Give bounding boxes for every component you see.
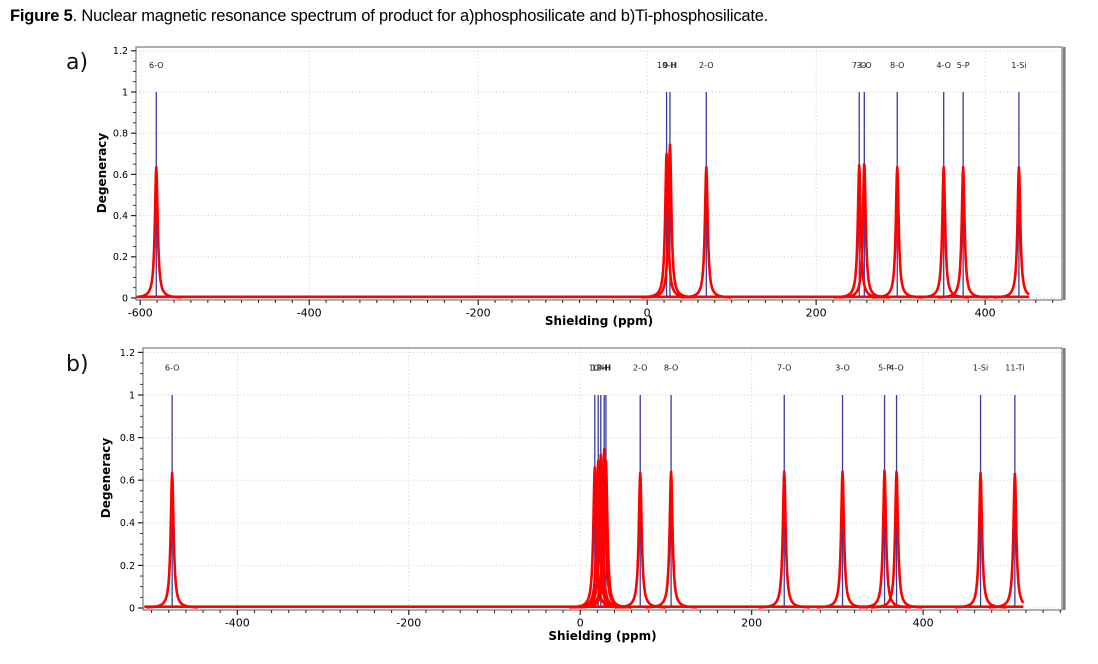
y-tick-label: 0.2 (113, 252, 128, 263)
x-tick-label: 400 (913, 617, 934, 630)
peak-label: 2-O (633, 363, 648, 372)
x-tick-label: 0 (577, 617, 584, 630)
y-tick-label: 0.4 (120, 518, 135, 529)
peak-label: 8-O (890, 61, 905, 70)
figure-caption: Figure 5. Nuclear magnetic resonance spe… (10, 7, 768, 26)
peak-curve (988, 472, 1025, 609)
x-tick-label: -200 (466, 307, 491, 320)
peak-label: 9-H (597, 363, 611, 372)
y-tick-label: 0.8 (113, 129, 128, 140)
x-tick-label: -600 (128, 307, 153, 320)
figure-caption-text: . Nuclear magnetic resonance spectrum of… (72, 7, 769, 25)
x-tick-label: -200 (396, 617, 421, 630)
peak-curve (757, 470, 811, 609)
peak-label: 5-P (957, 61, 970, 70)
peak-label: 8-O (664, 363, 679, 372)
panel-b-letter: b) (66, 352, 89, 377)
plot-frame (142, 347, 1063, 611)
peak-curve (135, 165, 183, 299)
peak-label: 4-O (936, 61, 951, 70)
peak-label: 3-O (835, 363, 850, 372)
yaxis-title-a: Degeneracy (95, 132, 109, 214)
peak-label: 9-H (663, 61, 677, 70)
y-tick-label: 0 (129, 603, 135, 614)
y-tick-label: 0.2 (120, 561, 135, 572)
xaxis-title-a: Shielding (ppm) (544, 314, 654, 328)
x-tick-label: 0 (644, 307, 651, 320)
peak-label: 7-O (852, 61, 867, 70)
figure-caption-label: Figure 5 (10, 7, 73, 25)
y-tick-label: 1.2 (113, 46, 128, 57)
x-tick-label: -400 (225, 617, 250, 630)
y-tick-label: 0.4 (113, 211, 128, 222)
spectrum-plot-a: -600 -400 -200 0 200 400 0 0.2 0.4 0.6 0.8 1 1.2 6-O 1… (113, 46, 1066, 320)
y-tick-label: 0.8 (120, 433, 135, 444)
yaxis-title-b: Degeneracy (99, 437, 113, 519)
panel-a-letter: a) (66, 50, 89, 75)
x-tick-label: 200 (806, 307, 827, 320)
y-tick-label: 1 (122, 87, 128, 98)
peak-label: 10-H (589, 363, 608, 372)
y-tick-label: 0.6 (113, 170, 128, 181)
peak-curve (857, 469, 912, 609)
peak-label: 3-O (857, 61, 872, 70)
peak-label: 6-O (149, 61, 164, 70)
plot-frame-shadow (1063, 47, 1066, 300)
x-tick-label: 200 (741, 617, 762, 630)
y-tick-label: 0.6 (120, 476, 135, 487)
peak-label: 5-P (878, 363, 891, 372)
plot-frame (135, 46, 1063, 301)
x-tick-label: -400 (297, 307, 322, 320)
peak-label: 7-O (777, 363, 792, 372)
peak-label: 11-Ti (1005, 363, 1024, 372)
y-tick-label: 1.2 (120, 348, 135, 359)
x-tick-label: 400 (975, 307, 996, 320)
xaxis-title-b: Shielding (ppm) (548, 629, 657, 643)
peak-curve (936, 165, 990, 299)
peak-label: 12-H (591, 363, 610, 372)
peak-curve (917, 165, 970, 299)
peak-curve (871, 165, 924, 299)
peak-label: 1-Si (973, 363, 988, 372)
peak-label: 2-O (699, 61, 714, 70)
peak-label: 4-O (889, 363, 904, 372)
peak-curve (992, 165, 1030, 299)
peak-curve (680, 165, 733, 299)
peak-label: 6-O (165, 363, 180, 372)
peak-curve (644, 470, 698, 609)
peak-label: 10-H (657, 61, 676, 70)
y-tick-label: 0 (122, 293, 128, 304)
plot-frame-shadow (1063, 348, 1066, 610)
peak-curve (145, 471, 199, 609)
y-tick-label: 1 (129, 390, 135, 401)
peak-curve (869, 470, 924, 609)
peak-label: 1-Si (1011, 61, 1026, 70)
